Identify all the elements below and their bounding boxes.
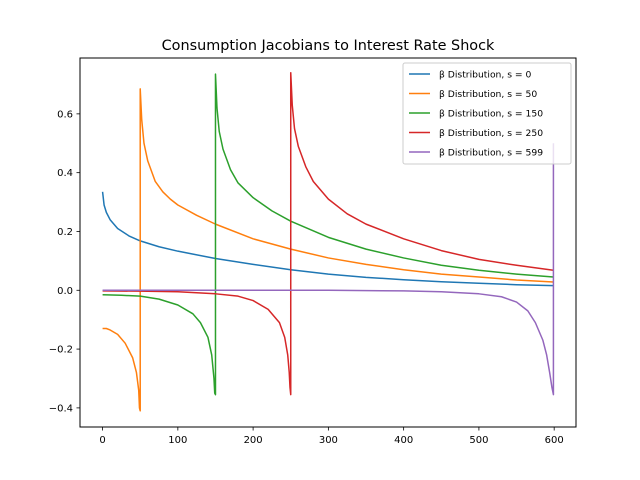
legend-label-4: β Distribution, s = 599 — [439, 147, 543, 158]
legend: β Distribution, s = 0 β Distribution, s =… — [402, 62, 572, 165]
x-tick-label: 200 — [244, 435, 263, 446]
x-tick-label: 600 — [545, 435, 564, 446]
series-line-4 — [102, 143, 555, 396]
legend-box — [402, 62, 572, 165]
y-tick-label: 0.4 — [57, 168, 73, 179]
y-tick-label: −0.2 — [49, 345, 73, 356]
chart-title: Consumption Jacobians to Interest Rate S… — [162, 38, 495, 54]
series-line-2 — [102, 73, 554, 396]
x-tick-label: 0 — [99, 435, 105, 446]
series-line-3 — [102, 71, 554, 396]
legend-label-0: β Distribution, s = 0 — [439, 69, 532, 80]
y-tick-label: 0.0 — [57, 286, 73, 297]
y-tick-label: 0.6 — [57, 109, 73, 120]
plot-area — [101, 71, 555, 412]
x-tick-label: 100 — [168, 435, 187, 446]
legend-label-3: β Distribution, s = 250 — [439, 128, 543, 139]
series-line-1 — [102, 88, 554, 412]
y-tick-label: −0.4 — [49, 403, 73, 414]
x-tick-label: 500 — [469, 435, 488, 446]
x-tick-label: 400 — [394, 435, 413, 446]
axis-ticks: 0 100 200 300 400 500 600 −0.4 −0.2 0.0 0.2 0.4 0.6 — [49, 109, 564, 446]
legend-label-2: β Distribution, s = 150 — [439, 108, 543, 119]
legend-label-1: β Distribution, s = 50 — [439, 89, 537, 100]
y-tick-label: 0.2 — [57, 227, 73, 238]
x-tick-label: 300 — [319, 435, 338, 446]
